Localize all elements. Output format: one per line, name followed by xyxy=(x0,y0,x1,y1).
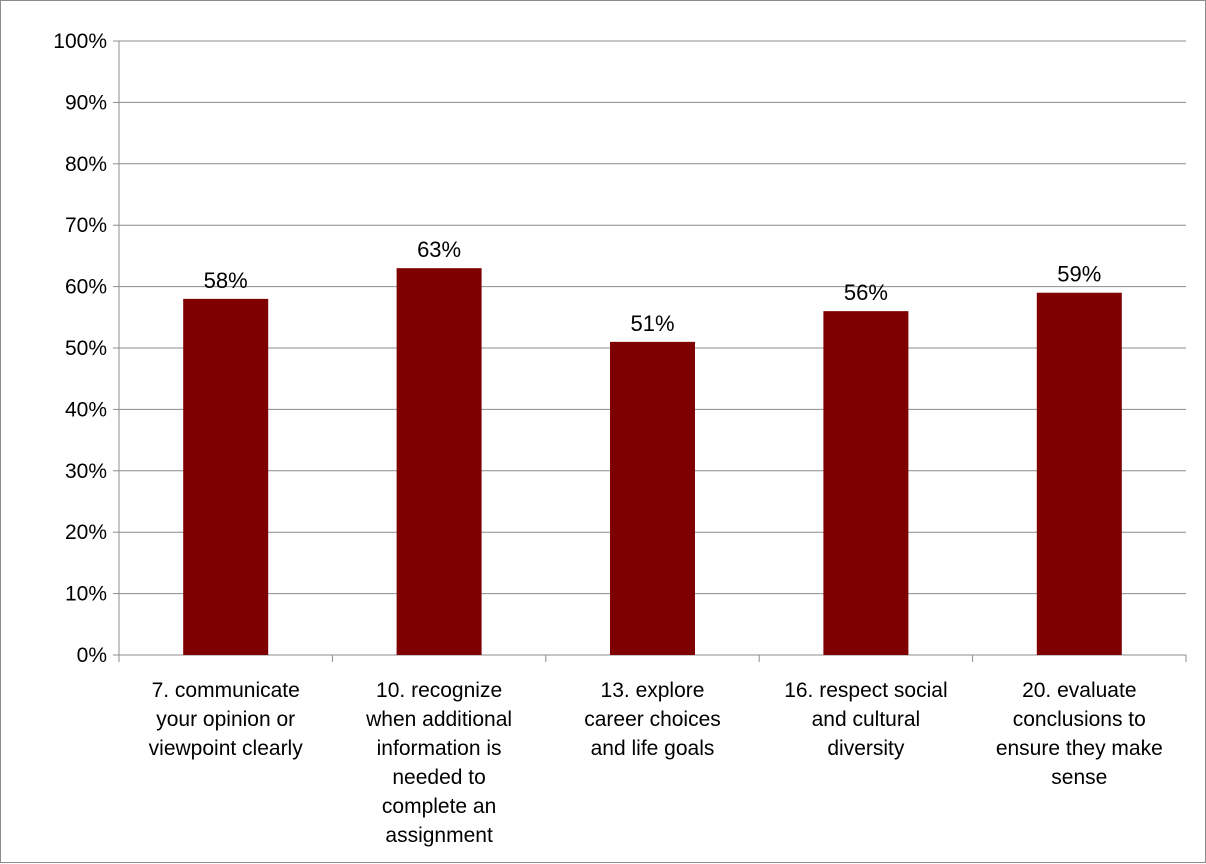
x-category-label: your opinion or xyxy=(156,708,295,731)
x-category-label: 13. explore xyxy=(601,679,705,702)
y-tick-label: 90% xyxy=(65,91,107,114)
bar xyxy=(183,298,269,655)
x-category-label: viewpoint clearly xyxy=(149,737,304,760)
x-category-label: diversity xyxy=(827,737,905,760)
x-category-label: when additional xyxy=(365,708,512,731)
data-label: 59% xyxy=(1057,262,1101,287)
x-category-label: ensure they make xyxy=(996,737,1163,760)
x-category-label: 7. communicate xyxy=(152,679,300,702)
data-label: 51% xyxy=(630,311,674,336)
x-category-label: 16. respect social xyxy=(784,679,947,702)
data-label: 58% xyxy=(204,268,248,293)
y-tick-label: 30% xyxy=(65,460,107,483)
data-label: 56% xyxy=(844,280,888,305)
y-tick-label: 10% xyxy=(65,583,107,606)
x-category-label: assignment xyxy=(385,824,493,847)
bar xyxy=(1036,292,1122,655)
y-tick-label: 100% xyxy=(53,30,107,53)
x-category-label: 10. recognize xyxy=(376,679,502,702)
y-tick-label: 20% xyxy=(65,521,107,544)
bar xyxy=(610,341,695,655)
y-tick-label: 40% xyxy=(65,398,107,421)
data-label: 63% xyxy=(417,237,461,262)
x-category-label: sense xyxy=(1051,766,1107,789)
y-tick-label: 60% xyxy=(65,276,107,299)
x-category-label: career choices xyxy=(584,708,721,731)
x-category-label: and cultural xyxy=(812,708,921,731)
x-category-label: conclusions to xyxy=(1013,708,1146,731)
y-tick-label: 50% xyxy=(65,337,107,360)
bar xyxy=(823,311,909,655)
y-tick-label: 80% xyxy=(65,153,107,176)
x-category-label: and life goals xyxy=(591,737,715,760)
x-category-label: complete an xyxy=(382,795,496,818)
x-category-label: information is xyxy=(377,737,502,760)
bar xyxy=(396,268,482,655)
x-category-label: 20. evaluate xyxy=(1022,679,1136,702)
x-category-label: needed to xyxy=(392,766,485,789)
y-tick-label: 70% xyxy=(65,214,107,237)
y-tick-label: 0% xyxy=(77,644,107,667)
